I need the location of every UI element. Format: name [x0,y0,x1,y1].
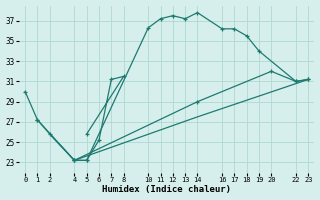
X-axis label: Humidex (Indice chaleur): Humidex (Indice chaleur) [102,185,231,194]
